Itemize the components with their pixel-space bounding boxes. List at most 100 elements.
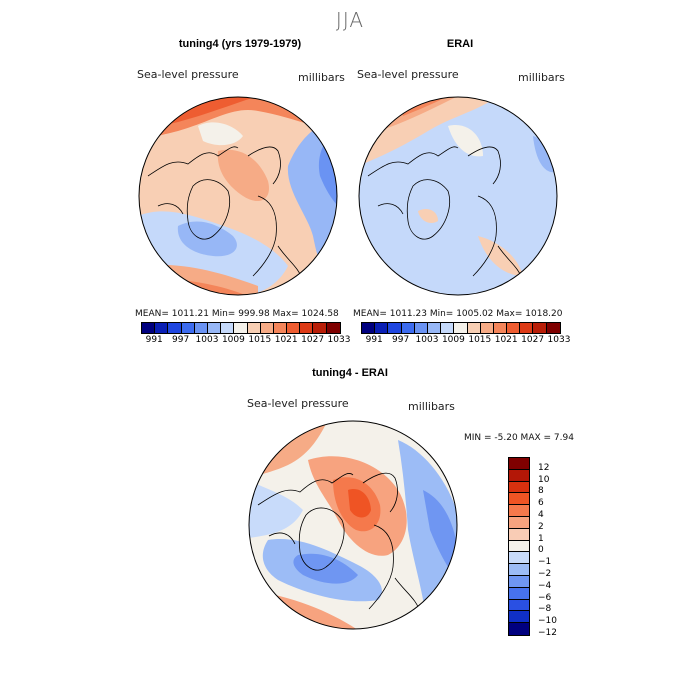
diff-colorbar bbox=[508, 457, 530, 636]
colorbar-tick-label: 1027 bbox=[521, 335, 545, 345]
colorbar-tick-label: −10 bbox=[538, 616, 557, 627]
colorbar-tick-label: −2 bbox=[538, 569, 552, 579]
colorbar-cell bbox=[362, 323, 376, 333]
colorbar-cell bbox=[509, 505, 529, 517]
colorbar-tick-label: 12 bbox=[538, 462, 550, 473]
colorbar-tick-label: 1009 bbox=[221, 335, 245, 345]
colorbar-cell bbox=[247, 323, 261, 333]
colorbar-cell bbox=[300, 323, 314, 333]
colorbar-tick-label: −6 bbox=[538, 592, 552, 603]
map-fill-west-low bbox=[249, 480, 303, 538]
colorbar-cell bbox=[509, 564, 529, 576]
colorbar-tick-label: 2 bbox=[538, 521, 544, 532]
colorbar-cell bbox=[194, 323, 208, 333]
colorbar-cell bbox=[509, 540, 529, 553]
figure-title: JJA bbox=[335, 8, 365, 32]
map-boundary bbox=[358, 96, 558, 296]
colorbar-tick-label: 991 bbox=[365, 335, 383, 345]
panel-2-title: ERAI bbox=[446, 38, 474, 50]
colorbar-tick-label: 1009 bbox=[441, 335, 465, 345]
map-boundary bbox=[138, 96, 338, 296]
colorbar-cell bbox=[520, 323, 534, 333]
colorbar-tick-label: 1015 bbox=[468, 335, 492, 345]
colorbar-tick-label: 8 bbox=[538, 486, 544, 497]
coastlines bbox=[257, 472, 422, 615]
colorbar-cell bbox=[326, 323, 340, 333]
diff-map bbox=[248, 420, 458, 630]
colorbar-cell bbox=[509, 599, 529, 612]
colorbar-tick-label: 1003 bbox=[195, 335, 219, 345]
colorbar-tick-label: 991 bbox=[145, 335, 163, 345]
colorbar-cell bbox=[509, 611, 529, 624]
diff-units: millibars bbox=[408, 400, 455, 413]
colorbar-cell bbox=[509, 516, 529, 529]
colorbar-cell bbox=[507, 323, 521, 333]
colorbar-tick-label: 997 bbox=[392, 335, 410, 345]
map-fill-neutral bbox=[198, 122, 243, 146]
colorbar-tick-label: −8 bbox=[538, 604, 552, 615]
map-boundary bbox=[248, 420, 458, 630]
colorbar-tick-label: 1021 bbox=[494, 335, 518, 345]
map-fill-east-high bbox=[478, 236, 523, 276]
map-fill-south-lower bbox=[293, 553, 358, 584]
colorbar-cell bbox=[509, 575, 529, 588]
panel-2-colorbar bbox=[361, 322, 561, 334]
colorbar-tick-label: −12 bbox=[538, 628, 557, 638]
colorbar-tick-label: −4 bbox=[538, 580, 552, 591]
diff-title: tuning4 - ERAI bbox=[312, 367, 388, 379]
colorbar-cell bbox=[234, 323, 248, 333]
panel-2-stats: MEAN= 1011.23 Min= 1005.02 Max= 1018.20 bbox=[353, 309, 563, 319]
panel-2-units: millibars bbox=[518, 71, 565, 84]
colorbar-tick-label: 1003 bbox=[415, 335, 439, 345]
map-fill-center-peak bbox=[348, 489, 371, 518]
colorbar-cell bbox=[441, 323, 455, 333]
panel-1-units: millibars bbox=[298, 71, 345, 84]
panel-2-variable: Sea-level pressure bbox=[357, 68, 459, 81]
colorbar-cell bbox=[181, 323, 195, 333]
colorbar-tick-label: 0 bbox=[538, 545, 544, 556]
colorbar-tick-label: 1033 bbox=[327, 335, 351, 345]
colorbar-cell bbox=[467, 323, 481, 333]
colorbar-cell bbox=[414, 323, 428, 333]
colorbar-cell bbox=[509, 587, 529, 600]
colorbar-cell bbox=[287, 323, 301, 333]
colorbar-tick-label: 1021 bbox=[274, 335, 298, 345]
colorbar-tick-label: 10 bbox=[538, 474, 550, 485]
colorbar-tick-label: 4 bbox=[538, 510, 544, 520]
colorbar-tick-label: −1 bbox=[538, 557, 552, 568]
colorbar-cell bbox=[454, 323, 468, 333]
map-fill-local-high bbox=[418, 209, 438, 223]
panel-1-colorbar bbox=[141, 322, 341, 334]
coastlines bbox=[147, 146, 304, 282]
colorbar-cell bbox=[509, 623, 529, 635]
colorbar-cell bbox=[509, 458, 529, 470]
colorbar-tick-label: 6 bbox=[538, 498, 544, 509]
colorbar-cell bbox=[427, 323, 442, 333]
map-fill-neutral bbox=[448, 125, 483, 157]
colorbar-cell bbox=[313, 323, 327, 333]
colorbar-cell bbox=[509, 528, 529, 541]
colorbar-cell bbox=[375, 323, 389, 333]
diff-stats: MIN = -5.20 MAX = 7.94 bbox=[464, 433, 574, 443]
colorbar-cell bbox=[546, 323, 560, 333]
colorbar-cell bbox=[260, 323, 274, 333]
panel-1-stats: MEAN= 1011.21 Min= 999.98 Max= 1024.58 bbox=[135, 309, 339, 319]
colorbar-cell bbox=[509, 481, 529, 494]
colorbar-tick-label: 1 bbox=[538, 533, 544, 544]
diff-variable: Sea-level pressure bbox=[247, 397, 349, 410]
colorbar-cell bbox=[388, 323, 402, 333]
colorbar-cell bbox=[207, 323, 222, 333]
colorbar-cell bbox=[509, 552, 529, 565]
colorbar-cell bbox=[168, 323, 182, 333]
map-fill-east-lower bbox=[423, 490, 457, 580]
colorbar-cell bbox=[221, 323, 235, 333]
map-fill-mid-high bbox=[217, 149, 269, 201]
colorbar-cell bbox=[509, 469, 529, 482]
colorbar-cell bbox=[155, 323, 169, 333]
colorbar-tick-label: 1027 bbox=[301, 335, 325, 345]
colorbar-cell bbox=[533, 323, 547, 333]
colorbar-cell bbox=[273, 323, 288, 333]
colorbar-cell bbox=[493, 323, 508, 333]
coastlines bbox=[367, 146, 524, 282]
colorbar-cell bbox=[509, 493, 529, 506]
